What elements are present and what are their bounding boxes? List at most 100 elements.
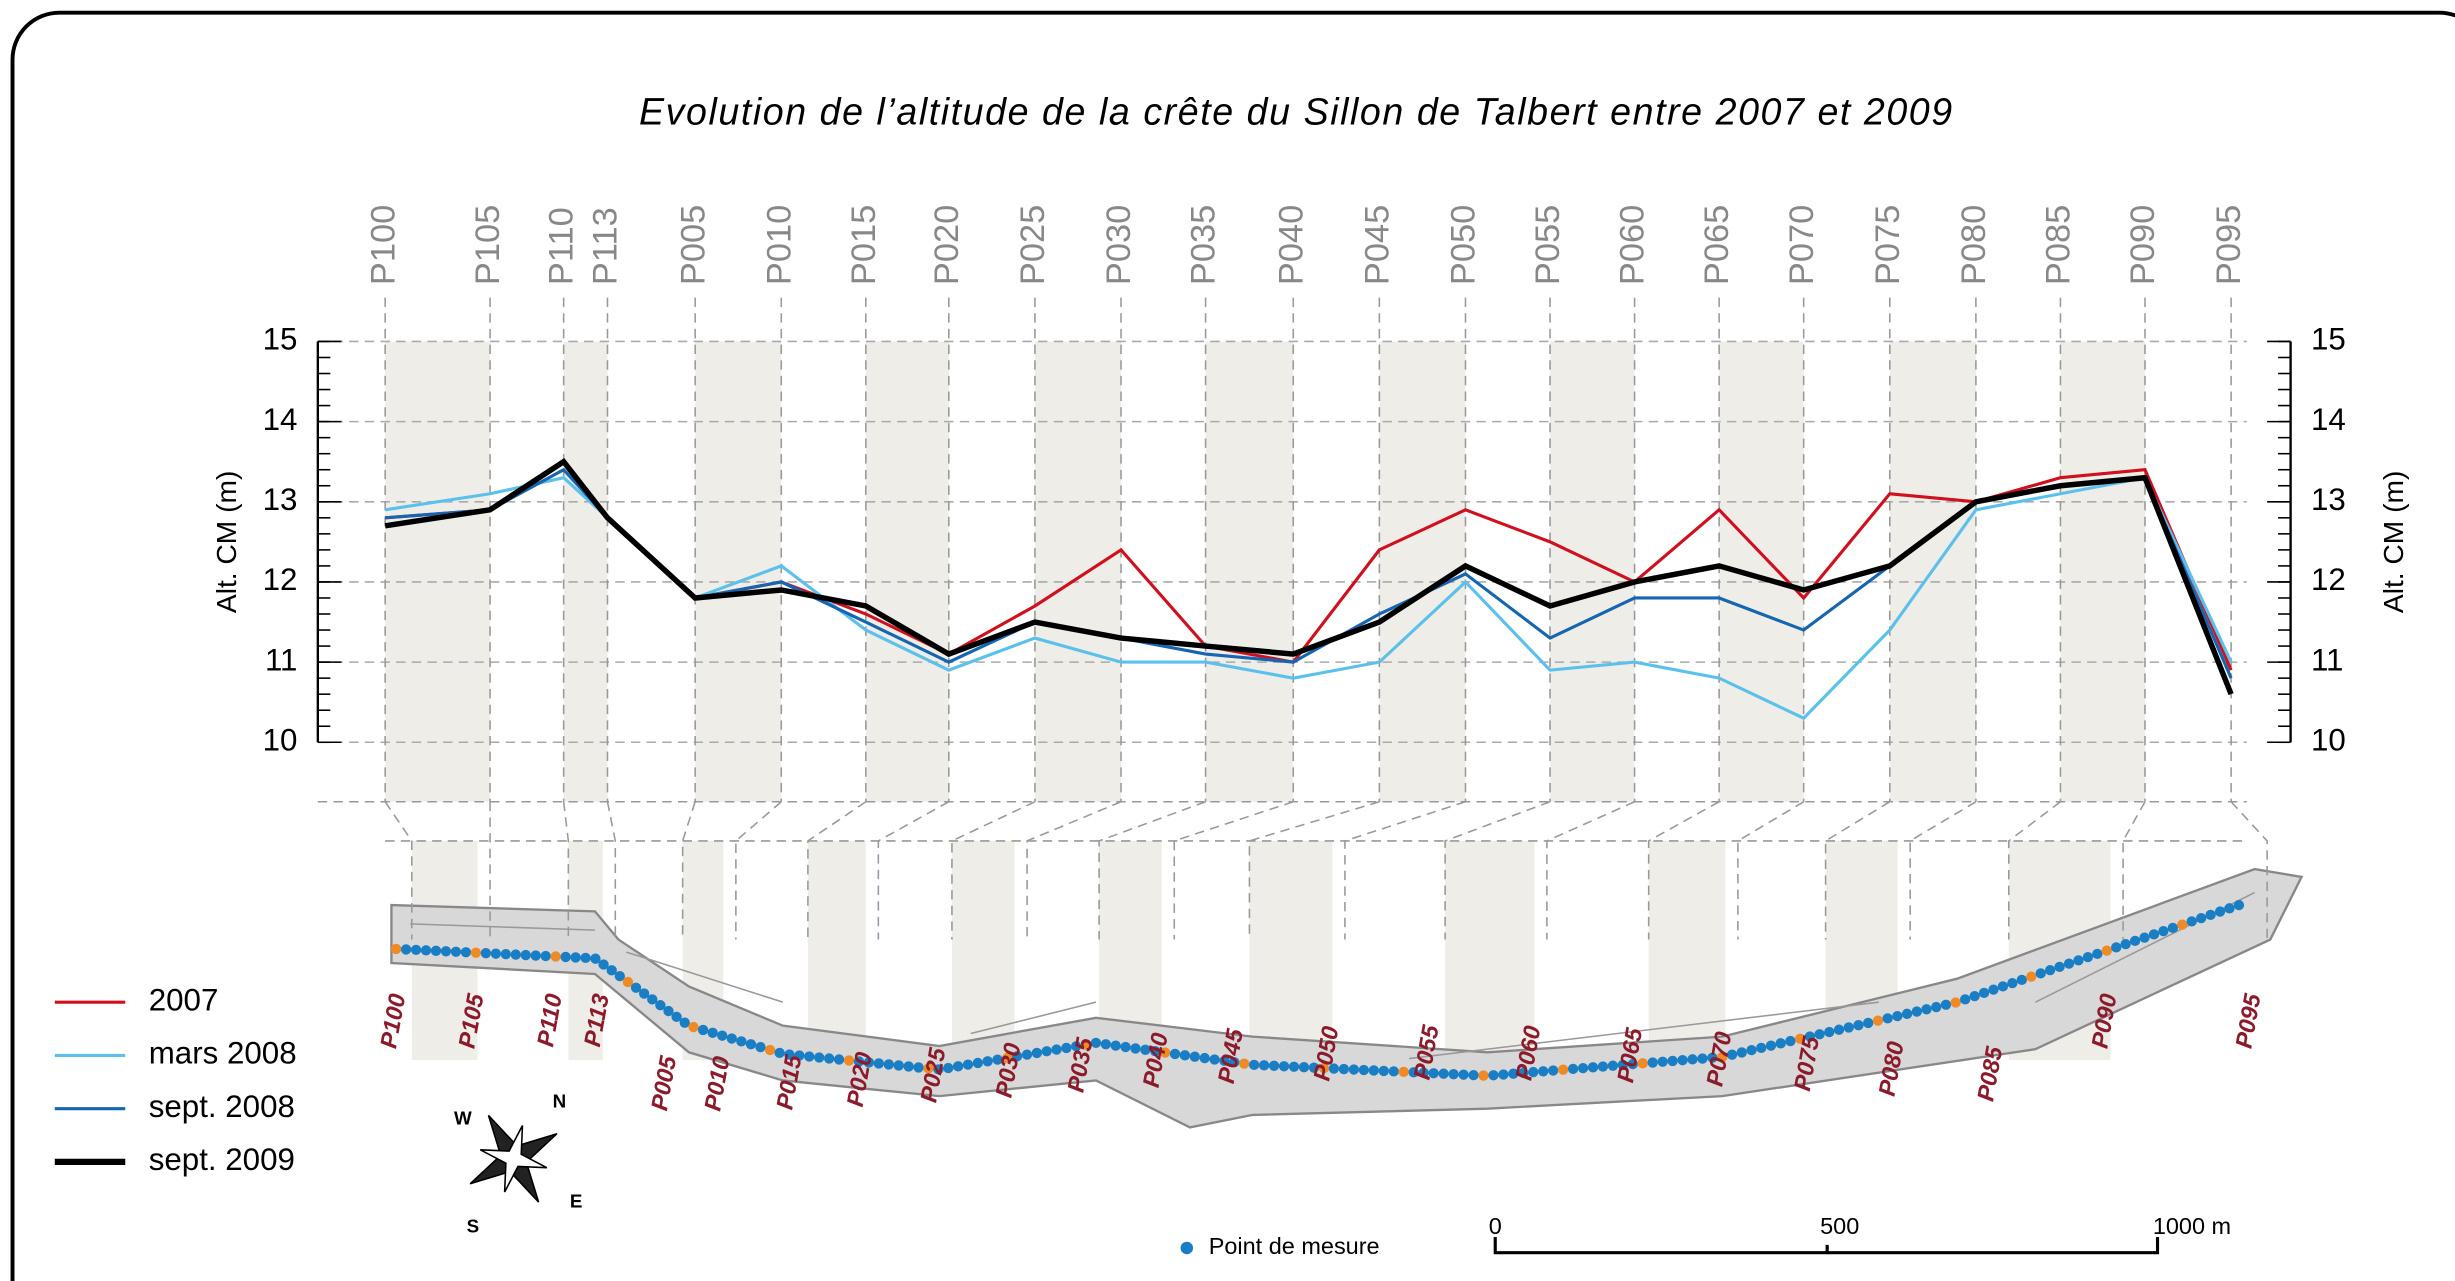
band bbox=[2060, 341, 2145, 802]
measure-point bbox=[1199, 1052, 1210, 1064]
measure-point bbox=[450, 946, 462, 957]
x-tick-label: P040 bbox=[1272, 205, 1310, 285]
measure-point bbox=[764, 1044, 776, 1056]
measure-point bbox=[400, 944, 412, 955]
measure-point bbox=[1597, 1061, 1609, 1072]
measure-point bbox=[1538, 1066, 1549, 1077]
x-tick-label: P015 bbox=[845, 205, 883, 285]
measure-point bbox=[794, 1050, 805, 1061]
measure-point bbox=[1298, 1062, 1310, 1073]
profile-connector bbox=[2007, 801, 2061, 940]
measure-point bbox=[638, 988, 650, 999]
measure-point bbox=[1940, 999, 1952, 1010]
measure-point bbox=[2054, 961, 2065, 973]
measure-point bbox=[755, 1041, 766, 1053]
measure-point bbox=[1567, 1063, 1579, 1075]
map bbox=[390, 867, 2304, 1129]
measure-point bbox=[1021, 1049, 1033, 1060]
measure-point bbox=[962, 1059, 974, 1070]
measure-point bbox=[1969, 990, 1980, 1002]
measure-point bbox=[1587, 1062, 1599, 1073]
measure-point bbox=[2073, 955, 2084, 966]
measure-point bbox=[2186, 916, 2197, 927]
measure-point bbox=[1100, 1039, 1111, 1050]
y2-tick-label: 12 bbox=[2311, 562, 2346, 597]
measure-point bbox=[540, 950, 551, 962]
y2-tick-label: 11 bbox=[2311, 642, 2344, 677]
scale-label: 500 bbox=[1820, 1213, 1859, 1239]
measure-point bbox=[688, 1021, 699, 1033]
band bbox=[865, 341, 949, 802]
measure-point bbox=[1488, 1070, 1499, 1081]
x-tick-label: P090 bbox=[2124, 205, 2162, 285]
measure-point bbox=[1418, 1067, 1429, 1078]
x-tick-label: P100 bbox=[364, 205, 402, 285]
measure-point bbox=[717, 1030, 728, 1041]
x-tick-label: P050 bbox=[1445, 205, 1483, 285]
measure-point bbox=[570, 952, 581, 963]
measure-point bbox=[952, 1061, 964, 1072]
measure-point bbox=[1448, 1069, 1459, 1080]
measure-point bbox=[1248, 1059, 1260, 1071]
measure-point bbox=[1950, 997, 1961, 1008]
measure-point bbox=[1308, 1062, 1320, 1073]
measure-point bbox=[1892, 1010, 1903, 1022]
measure-point bbox=[1607, 1060, 1619, 1071]
measure-point bbox=[550, 951, 561, 962]
measure-point bbox=[1617, 1059, 1629, 1071]
measure-point bbox=[2129, 935, 2141, 947]
measure-point bbox=[1794, 1033, 1806, 1044]
measure-point bbox=[2177, 919, 2188, 930]
measure-point bbox=[606, 965, 617, 976]
measure-point bbox=[1002, 1052, 1013, 1064]
measure-point bbox=[1090, 1037, 1102, 1049]
measure-point bbox=[500, 948, 511, 960]
measure-point bbox=[2233, 899, 2245, 911]
band bbox=[385, 341, 491, 802]
measure-point bbox=[784, 1049, 795, 1060]
measure-point bbox=[1239, 1058, 1250, 1069]
legend-label: sept. 2009 bbox=[149, 1142, 295, 1177]
measure-point bbox=[1637, 1058, 1648, 1069]
x-tick-label: P065 bbox=[1698, 205, 1736, 285]
measure-point bbox=[992, 1054, 1003, 1065]
band bbox=[1249, 840, 1333, 1061]
x-tick-label: P025 bbox=[1014, 205, 1052, 285]
x-tick-label: P005 bbox=[674, 205, 712, 285]
measure-point bbox=[1209, 1054, 1220, 1065]
legend-label: 2007 bbox=[149, 982, 219, 1017]
band bbox=[1034, 341, 1122, 802]
x-tick-label: P113 bbox=[587, 207, 625, 285]
measure-point bbox=[1179, 1050, 1191, 1061]
measure-point bbox=[1378, 1065, 1389, 1077]
measure-point bbox=[1478, 1070, 1489, 1081]
band bbox=[951, 840, 1015, 1061]
legend-label: sept. 2008 bbox=[149, 1089, 295, 1124]
measure-point bbox=[1288, 1061, 1300, 1072]
measure-point bbox=[982, 1056, 993, 1067]
measure-point bbox=[726, 1033, 737, 1044]
measure-point bbox=[430, 945, 442, 956]
measure-point bbox=[697, 1024, 709, 1036]
profile-connector bbox=[951, 801, 1036, 940]
y2-axis-label: Alt. CM (m) bbox=[2377, 471, 2409, 613]
measure-point bbox=[933, 1064, 944, 1075]
measure-point bbox=[736, 1036, 747, 1047]
x-tick-label: P110 bbox=[543, 207, 581, 285]
profile-connector bbox=[1737, 801, 1805, 940]
measure-point bbox=[460, 947, 472, 958]
measure-point bbox=[614, 970, 625, 982]
measure-point bbox=[1278, 1061, 1290, 1072]
measure-point bbox=[1051, 1044, 1062, 1055]
measure-point bbox=[1960, 994, 1971, 1005]
measure-point bbox=[2063, 958, 2075, 969]
y-tick-label: 11 bbox=[265, 642, 298, 677]
measure-point bbox=[1318, 1062, 1330, 1074]
x-tick-label: P055 bbox=[1529, 205, 1567, 285]
x-tick-label: P020 bbox=[928, 205, 966, 285]
measure-point bbox=[1978, 987, 1990, 999]
profile-connector bbox=[1444, 801, 1551, 940]
measure-point bbox=[410, 944, 422, 956]
measure-point bbox=[1408, 1067, 1419, 1078]
